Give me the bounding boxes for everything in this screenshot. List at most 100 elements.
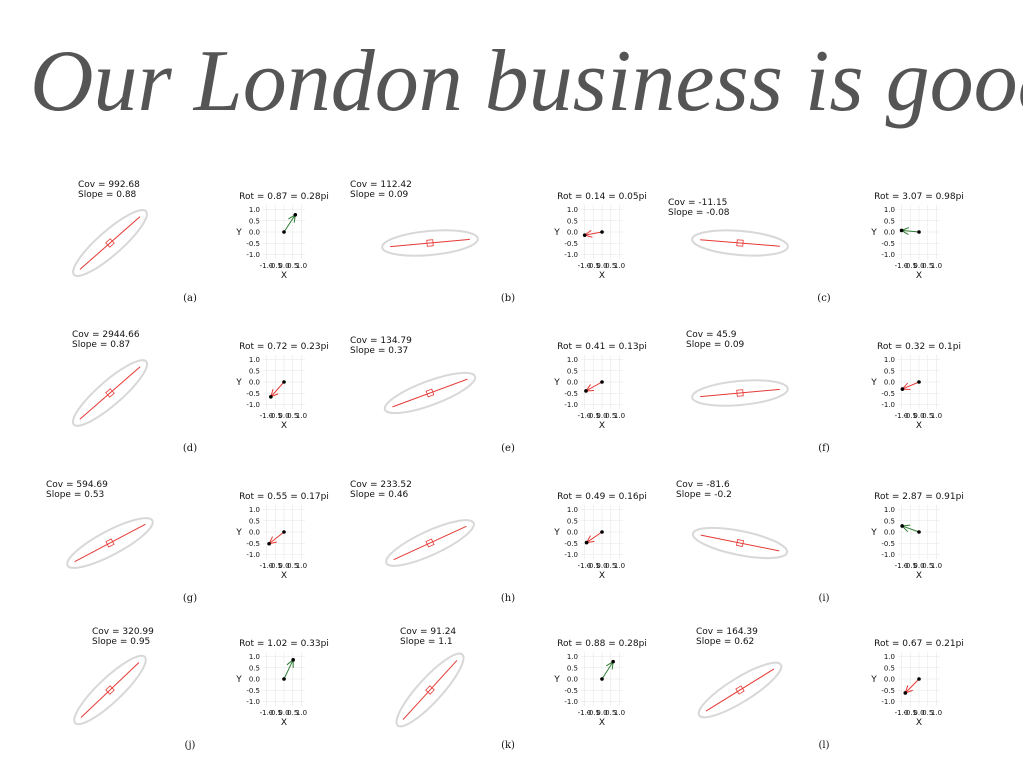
x-tick-label: 1.0 — [614, 412, 625, 420]
origin-dot — [917, 530, 921, 534]
slope-label: Slope = 0.46 — [350, 490, 409, 500]
y-tick-label: 1.0 — [249, 506, 260, 514]
origin-dot — [282, 677, 286, 681]
rot-arrow — [585, 381, 603, 392]
x-tick-label: 1.0 — [931, 262, 942, 270]
x-axis-label: X — [916, 571, 922, 581]
stroke-plot — [697, 661, 783, 719]
panel-caption: (j) — [185, 740, 196, 751]
x-tick-label: 0.5 — [605, 262, 616, 270]
x-tick-label: -0.5 — [268, 709, 282, 717]
fit-line — [80, 662, 140, 718]
stroke-plot — [381, 229, 479, 257]
cov-label: Cov = 320.99 — [92, 627, 154, 637]
y-tick-label: 0.0 — [249, 379, 260, 387]
x-axis-label: X — [599, 571, 605, 581]
fit-line — [700, 534, 780, 552]
rot-arrow — [901, 229, 920, 233]
end-dot — [291, 658, 295, 662]
cov-label: Cov = 91.24 — [400, 627, 456, 637]
origin-dot — [917, 677, 921, 681]
stroke-plot — [72, 209, 148, 277]
cov-label: Cov = 45.9 — [686, 330, 737, 340]
panel-caption: (b) — [501, 293, 515, 304]
y-axis-label: Y — [553, 528, 560, 538]
cov-label: Cov = 2944.66 — [72, 330, 140, 340]
stroke-outline — [73, 654, 147, 726]
x-tick-label: 1.0 — [614, 709, 625, 717]
stroke-outline — [71, 359, 149, 427]
x-axis-label: X — [281, 271, 287, 281]
x-tick-label: 1.0 — [614, 262, 625, 270]
stroke-plot — [691, 379, 789, 407]
fit-line — [79, 216, 141, 270]
x-tick-label: 1.0 — [931, 562, 942, 570]
cov-label: Cov = 233.52 — [350, 480, 412, 490]
slope-label: Slope = 0.53 — [46, 490, 104, 500]
x-tick-label: 0.0 — [913, 709, 924, 717]
x-tick-label: 0.0 — [278, 709, 289, 717]
x-tick-label: 0.5 — [922, 412, 933, 420]
y-axis-label: Y — [553, 675, 560, 685]
rot-title: Rot = 0.67 = 0.21pi — [874, 639, 964, 649]
x-tick-label: 0.5 — [922, 709, 933, 717]
x-axis-label: X — [599, 421, 605, 431]
slope-label: Slope = 0.62 — [696, 637, 754, 647]
center-marker — [736, 389, 744, 397]
y-tick-label: 1.0 — [249, 206, 260, 214]
stroke-outline — [66, 517, 154, 569]
x-tick-label: 0.5 — [287, 412, 298, 420]
panel-caption: (c) — [817, 293, 831, 304]
stroke-outline — [691, 379, 789, 407]
y-tick-label: 0.0 — [884, 229, 895, 237]
cov-label: Cov = 594.69 — [46, 480, 108, 490]
x-tick-label: 0.0 — [278, 412, 289, 420]
y-tick-label: 1.0 — [567, 506, 578, 514]
rot-title: Rot = 0.72 = 0.23pi — [239, 342, 329, 352]
end-dot — [611, 659, 615, 664]
stroke-plot — [395, 652, 465, 728]
x-tick-label: -1.0 — [578, 412, 592, 420]
center-marker — [105, 538, 115, 548]
y-axis-label: Y — [870, 528, 877, 538]
x-tick-label: -0.5 — [903, 562, 917, 570]
end-dot — [900, 524, 904, 528]
center-marker — [105, 238, 115, 248]
y-tick-label: -1.0 — [564, 401, 578, 409]
x-tick-label: -0.5 — [268, 562, 282, 570]
fit-line — [700, 388, 780, 398]
fit-line — [393, 525, 467, 561]
y-tick-label: -0.5 — [246, 240, 260, 248]
fit-line — [705, 668, 775, 712]
y-axis-label: Y — [870, 675, 877, 685]
y-tick-label: 1.0 — [567, 356, 578, 364]
rot-arrow — [270, 381, 285, 398]
rot-title: Rot = 0.32 = 0.1pi — [877, 342, 961, 352]
y-tick-label: 0.0 — [249, 229, 260, 237]
center-marker — [105, 388, 115, 398]
rot-arrow — [586, 531, 603, 544]
end-dot — [899, 228, 904, 233]
slope-label: Slope = -0.2 — [676, 490, 732, 500]
y-tick-label: -1.0 — [881, 401, 895, 409]
fit-line — [74, 523, 146, 563]
origin-dot — [600, 380, 604, 384]
y-tick-label: 0.5 — [567, 217, 578, 225]
y-axis-label: Y — [553, 378, 560, 388]
x-tick-label: 0.5 — [605, 562, 616, 570]
x-tick-label: 0.5 — [287, 562, 298, 570]
x-tick-label: 1.0 — [296, 262, 307, 270]
y-tick-label: -0.5 — [564, 240, 578, 248]
x-tick-label: 0.5 — [287, 262, 298, 270]
x-tick-label: -1.0 — [895, 709, 909, 717]
y-tick-label: 0.5 — [249, 367, 260, 375]
y-tick-label: 0.5 — [884, 517, 895, 525]
x-tick-label: 1.0 — [931, 412, 942, 420]
y-tick-label: -1.0 — [246, 698, 260, 706]
cov-label: Cov = -81.6 — [676, 480, 730, 490]
y-tick-label: -0.5 — [246, 390, 260, 398]
rot-title: Rot = 0.14 = 0.05pi — [557, 192, 647, 202]
stroke-plot — [385, 519, 475, 567]
rot-title: Rot = 0.88 = 0.28pi — [557, 639, 647, 649]
